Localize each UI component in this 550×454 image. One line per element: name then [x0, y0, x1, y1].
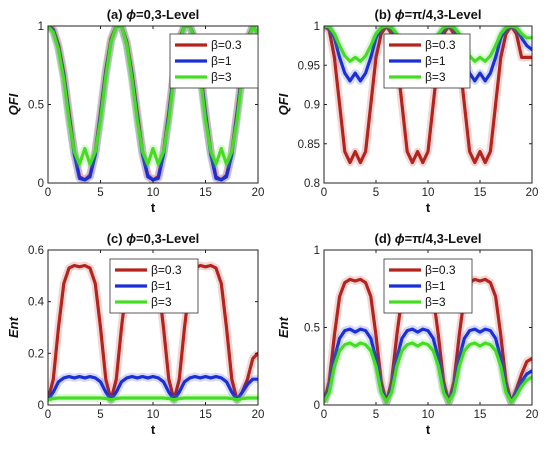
legend: β=0.3 β=1 β=3	[169, 33, 259, 89]
panel-title: (a) ϕ=0,3-Level	[107, 7, 200, 22]
y-tick-label: 0.95	[298, 60, 320, 72]
legend-label-2: β=1	[425, 54, 446, 68]
panel-1: (a) ϕ=0,3-Level 0 5 10 15 20 0 0.5 1 t QFI β=0.3 β=1…	[6, 7, 264, 215]
series-group	[48, 26, 258, 183]
legend-label-2: β=1	[425, 279, 446, 293]
y-axis-label: Ent	[276, 316, 291, 338]
x-tick-label: 0	[45, 409, 51, 421]
series-line-3	[48, 396, 258, 402]
y-tick-label: 0.9	[304, 100, 320, 112]
x-tick-label: 5	[97, 409, 103, 421]
legend-label-1: β=0.3	[425, 263, 456, 277]
legend: β=0.3 β=1 β=3	[109, 258, 199, 314]
panel-title: (c) ϕ=0,3-Level	[107, 231, 200, 246]
x-tick-label: 10	[147, 409, 160, 421]
x-axis-label: t	[426, 200, 431, 215]
x-axis-label: t	[151, 200, 156, 215]
y-axis-label: QFI	[276, 93, 291, 115]
y-tick-label: 0	[38, 178, 44, 190]
title-symbol: ϕ	[395, 7, 405, 22]
y-tick-label: 0.6	[28, 245, 44, 257]
title-suffix: =π/4,3-Level	[405, 231, 482, 246]
y-tick-label: 0	[38, 400, 44, 412]
x-tick-label: 15	[474, 409, 487, 421]
y-tick-label: 0.8	[304, 178, 320, 190]
y-tick-label: 1	[314, 245, 320, 257]
series-line-2	[48, 26, 258, 182]
x-tick-label: 15	[199, 187, 212, 199]
panel-title: (d) ϕ=π/4,3-Level	[375, 231, 482, 246]
x-tick-label: 0	[45, 187, 51, 199]
x-tick-label: 20	[526, 187, 539, 199]
legend: β=0.3 β=1 β=3	[383, 258, 473, 314]
y-axis-label: Ent	[6, 316, 21, 338]
y-tick-label: 1	[314, 21, 320, 33]
title-symbol: ϕ	[126, 231, 136, 246]
y-tick-label: 0.2	[28, 348, 44, 360]
y-tick-label: 0.85	[298, 139, 320, 151]
x-tick-label: 20	[526, 409, 539, 421]
legend-label-2: β=1	[151, 279, 172, 293]
series-line-1	[324, 26, 532, 165]
legend-label-3: β=3	[211, 70, 232, 84]
title-suffix: =0,3-Level	[136, 231, 199, 246]
x-tick-label: 10	[422, 409, 435, 421]
title-symbol: ϕ	[126, 7, 136, 22]
legend-label-3: β=3	[151, 295, 172, 309]
legend-label-1: β=0.3	[425, 38, 456, 52]
title-prefix: (b)	[375, 7, 395, 22]
x-tick-label: 10	[147, 187, 160, 199]
legend-label-3: β=3	[425, 70, 446, 84]
x-tick-label: 20	[252, 187, 265, 199]
y-axis-label: QFI	[6, 93, 21, 115]
panel-3: (c) ϕ=0,3-Level 0 5 10 15 20 0 0.2 0.4 0.6 t Ent β=0…	[6, 231, 264, 437]
title-prefix: (a)	[107, 7, 127, 22]
x-tick-label: 0	[321, 409, 327, 421]
x-tick-label: 10	[422, 187, 435, 199]
x-tick-label: 5	[373, 409, 379, 421]
series-line-3	[324, 341, 532, 404]
panel-2: (b) ϕ=π/4,3-Level 0 5 10 15 20 0.8 0.85 0.9 0.95 1…	[276, 7, 538, 215]
y-tick-label: 0.4	[28, 297, 45, 309]
y-tick-label: 1	[38, 21, 44, 33]
y-tick-label: 0	[314, 400, 320, 412]
title-prefix: (c)	[107, 231, 127, 246]
series-line-3	[48, 26, 258, 166]
x-axis-label: t	[426, 422, 431, 437]
panel-title: (b) ϕ=π/4,3-Level	[375, 7, 482, 22]
y-tick-label: 0.5	[304, 323, 320, 335]
legend-label-1: β=0.3	[151, 263, 182, 277]
series-line-2	[324, 327, 532, 404]
legend-label-2: β=1	[211, 54, 232, 68]
title-symbol: ϕ	[395, 231, 405, 246]
y-tick-label: 0.5	[28, 100, 44, 112]
legend-label-1: β=0.3	[211, 38, 242, 52]
x-tick-label: 20	[252, 409, 265, 421]
series-line-2	[48, 375, 258, 402]
x-tick-label: 5	[373, 187, 379, 199]
title-suffix: =π/4,3-Level	[405, 7, 482, 22]
legend-label-3: β=3	[425, 295, 446, 309]
x-tick-label: 15	[199, 409, 212, 421]
x-axis-label: t	[151, 422, 156, 437]
title-suffix: =0,3-Level	[136, 7, 199, 22]
x-tick-label: 15	[474, 187, 487, 199]
x-tick-label: 5	[97, 187, 103, 199]
x-tick-label: 0	[321, 187, 327, 199]
legend: β=0.3 β=1 β=3	[383, 33, 471, 89]
series-group	[324, 275, 532, 405]
title-prefix: (d)	[375, 231, 395, 246]
